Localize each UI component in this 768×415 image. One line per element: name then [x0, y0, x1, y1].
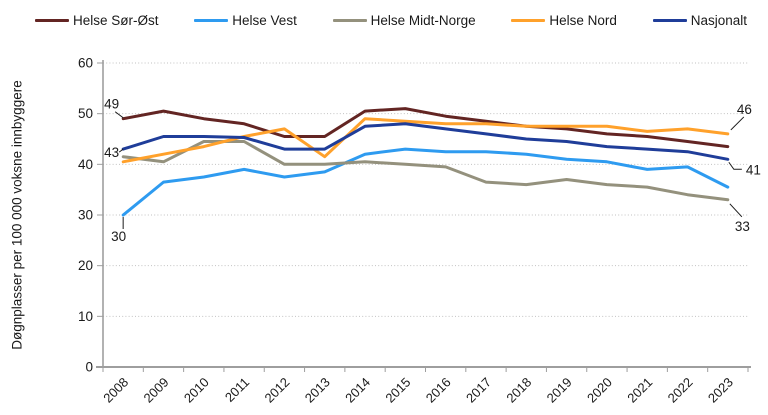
y-tick-label-0: 0 — [85, 360, 93, 375]
y-tick-label-50: 50 — [78, 106, 93, 121]
x-label-2017: 2017 — [463, 375, 494, 406]
y-tick-label-30: 30 — [78, 208, 93, 223]
legend-label: Helse Midt-Norge — [370, 12, 476, 28]
series-line-helse-nord — [121, 117, 730, 164]
y-tick-label-40: 40 — [78, 157, 93, 172]
annotation-leader-49 — [114, 111, 124, 119]
legend-label: Nasjonalt — [690, 12, 747, 28]
legend-label: Helse Nord — [549, 12, 617, 28]
annotation-leader-46 — [730, 116, 745, 131]
x-label-2015: 2015 — [382, 375, 413, 406]
x-label-2012: 2012 — [261, 375, 292, 406]
x-label-2009: 2009 — [141, 375, 172, 406]
annotation-label-46: 46 — [737, 102, 752, 117]
annotation-label-41: 41 — [746, 162, 761, 177]
annotation-leader-43 — [118, 148, 124, 153]
legend-item-nasjonalt: Nasjonalt — [652, 12, 747, 28]
series-line-helse-vest — [121, 147, 730, 217]
x-label-2013: 2013 — [302, 375, 333, 406]
x-label-2014: 2014 — [342, 375, 373, 406]
legend-item-helse-sor-ost: Helse Sør-Øst — [35, 13, 159, 28]
legend-item-helse-nord: Helse Nord — [511, 13, 617, 28]
legend-label: Helse Sør-Øst — [73, 12, 159, 28]
x-label-2020: 2020 — [584, 375, 615, 406]
annotation-leader-41 — [728, 161, 742, 170]
annotation-label-49: 49 — [104, 97, 119, 112]
annotation-label-33: 33 — [735, 219, 750, 234]
legend-line-swatch — [332, 18, 367, 22]
y-tick-label-10: 10 — [78, 309, 93, 324]
x-label-2008: 2008 — [100, 375, 131, 406]
x-label-2019: 2019 — [544, 375, 575, 406]
chart-legend: Helse Sør-Øst Helse Vest Helse Midt-Norg… — [35, 11, 747, 29]
x-label-2016: 2016 — [423, 375, 454, 406]
annotation-label-43: 43 — [104, 145, 119, 160]
legend-line-swatch — [194, 18, 229, 22]
x-label-2018: 2018 — [503, 375, 534, 406]
x-label-2011: 2011 — [222, 375, 252, 405]
legend-line-swatch — [511, 18, 546, 22]
x-label-2021: 2021 — [624, 375, 655, 406]
x-label-2010: 2010 — [181, 375, 212, 406]
legend-label: Helse Vest — [232, 12, 297, 28]
x-label-2023: 2023 — [705, 375, 736, 406]
legend-line-swatch — [35, 18, 69, 22]
legend-item-helse-vest: Helse Vest — [194, 13, 297, 28]
x-label-2022: 2022 — [665, 375, 696, 406]
series-line-helse-s-r-st — [121, 107, 730, 149]
y-tick-label-20: 20 — [78, 258, 93, 273]
series-line-nasjonalt — [121, 122, 730, 161]
annotation-leader-33 — [729, 203, 743, 218]
legend-line-swatch — [652, 18, 687, 22]
annotation-label-30: 30 — [111, 229, 126, 244]
y-tick-label-60: 60 — [78, 56, 93, 71]
legend-item-helse-midt-norge: Helse Midt-Norge — [332, 12, 476, 28]
